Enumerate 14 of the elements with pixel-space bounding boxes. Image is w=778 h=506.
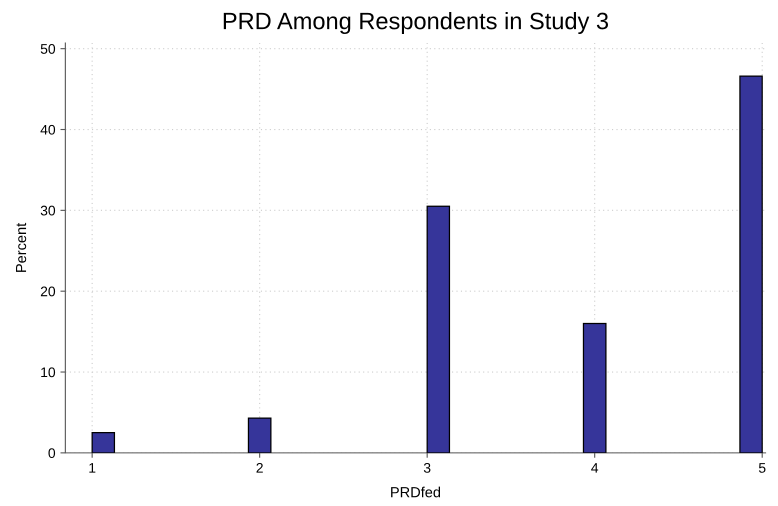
x-tick-label: 1 bbox=[89, 463, 96, 473]
x-axis-title: PRDfed bbox=[391, 486, 440, 498]
y-axis-title: Percent bbox=[16, 222, 26, 272]
y-tick-label: 50 bbox=[40, 44, 56, 54]
y-tick-label: 10 bbox=[41, 367, 56, 378]
y-tick-label: 40 bbox=[40, 124, 56, 135]
y-tick-label: 20 bbox=[40, 286, 56, 296]
chart-title: PRD Among Respondents in Study 3 bbox=[224, 12, 608, 34]
y-tick-label: 30 bbox=[40, 206, 56, 216]
x-tick-label: 2 bbox=[256, 462, 263, 473]
x-tick-label: 3 bbox=[424, 462, 430, 473]
y-tick-label: 0 bbox=[48, 448, 56, 458]
x-tick-label: 4 bbox=[591, 463, 598, 473]
x-tick-label: 5 bbox=[758, 463, 766, 473]
